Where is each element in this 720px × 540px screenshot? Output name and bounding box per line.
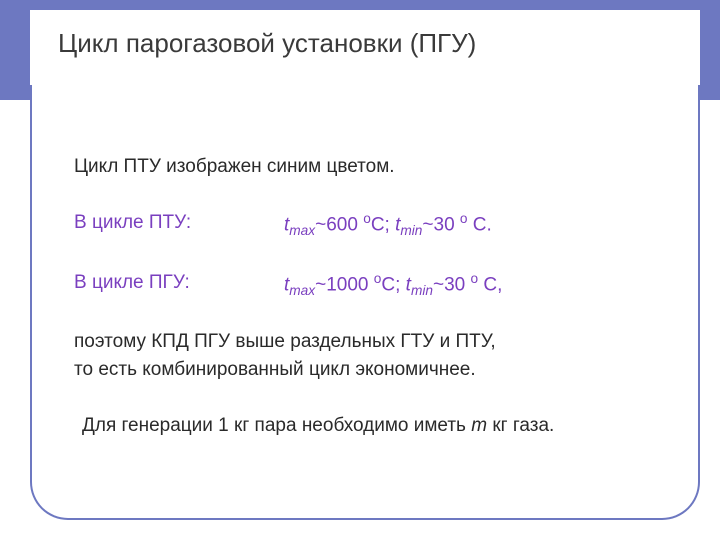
content-frame: Цикл ПТУ изображен синим цветом. В цикле…	[30, 85, 700, 520]
tmin-sub: min	[411, 283, 433, 298]
unit: С;	[381, 274, 400, 295]
intro-text: Цикл ПТУ изображен синим цветом.	[74, 153, 670, 181]
deg: o	[460, 211, 468, 226]
conclusion: поэтому КПД ПГУ выше раздельных ГТУ и ПТ…	[74, 328, 670, 383]
tmin-sub: min	[400, 223, 422, 238]
tmin-val: ~30	[422, 214, 460, 235]
cycle-values: tmax~1000 oС; tmin~30 o С,	[284, 269, 502, 301]
conclusion-line1: поэтому КПД ПГУ выше раздельных ГТУ и ПТ…	[74, 328, 670, 356]
tmax-sub: max	[289, 223, 315, 238]
unit: С,	[478, 274, 502, 295]
cycle-label: В цикле ПГУ:	[74, 269, 284, 301]
footnote: Для генерации 1 кг пара необходимо иметь…	[82, 412, 670, 440]
footnote-post: кг газа.	[487, 415, 554, 436]
tmin-val: ~30	[433, 274, 471, 295]
conclusion-line2: то есть комбинированный цикл экономичнее…	[74, 356, 670, 384]
tmax-val: ~600	[315, 214, 363, 235]
unit: С;	[371, 214, 390, 235]
deg: o	[363, 211, 371, 226]
header-inner: Цикл парогазовой установки (ПГУ)	[30, 10, 700, 88]
page-title: Цикл парогазовой установки (ПГУ)	[58, 28, 476, 59]
footnote-m: m	[471, 415, 487, 436]
cycle-row-pgu: В цикле ПГУ: tmax~1000 oС; tmin~30 o С,	[74, 269, 670, 301]
footnote-pre: Для генерации 1 кг пара необходимо иметь	[82, 415, 471, 436]
content-body: Цикл ПТУ изображен синим цветом. В цикле…	[32, 85, 698, 459]
cycle-row-ptu: В цикле ПТУ: tmax~600 oС; tmin~30 o С.	[74, 209, 670, 241]
cycle-values: tmax~600 oС; tmin~30 o С.	[284, 209, 492, 241]
unit: С.	[468, 214, 492, 235]
deg: o	[471, 271, 479, 286]
tmax-val: ~1000	[315, 274, 374, 295]
cycle-label: В цикле ПТУ:	[74, 209, 284, 241]
tmax-sub: max	[289, 283, 315, 298]
